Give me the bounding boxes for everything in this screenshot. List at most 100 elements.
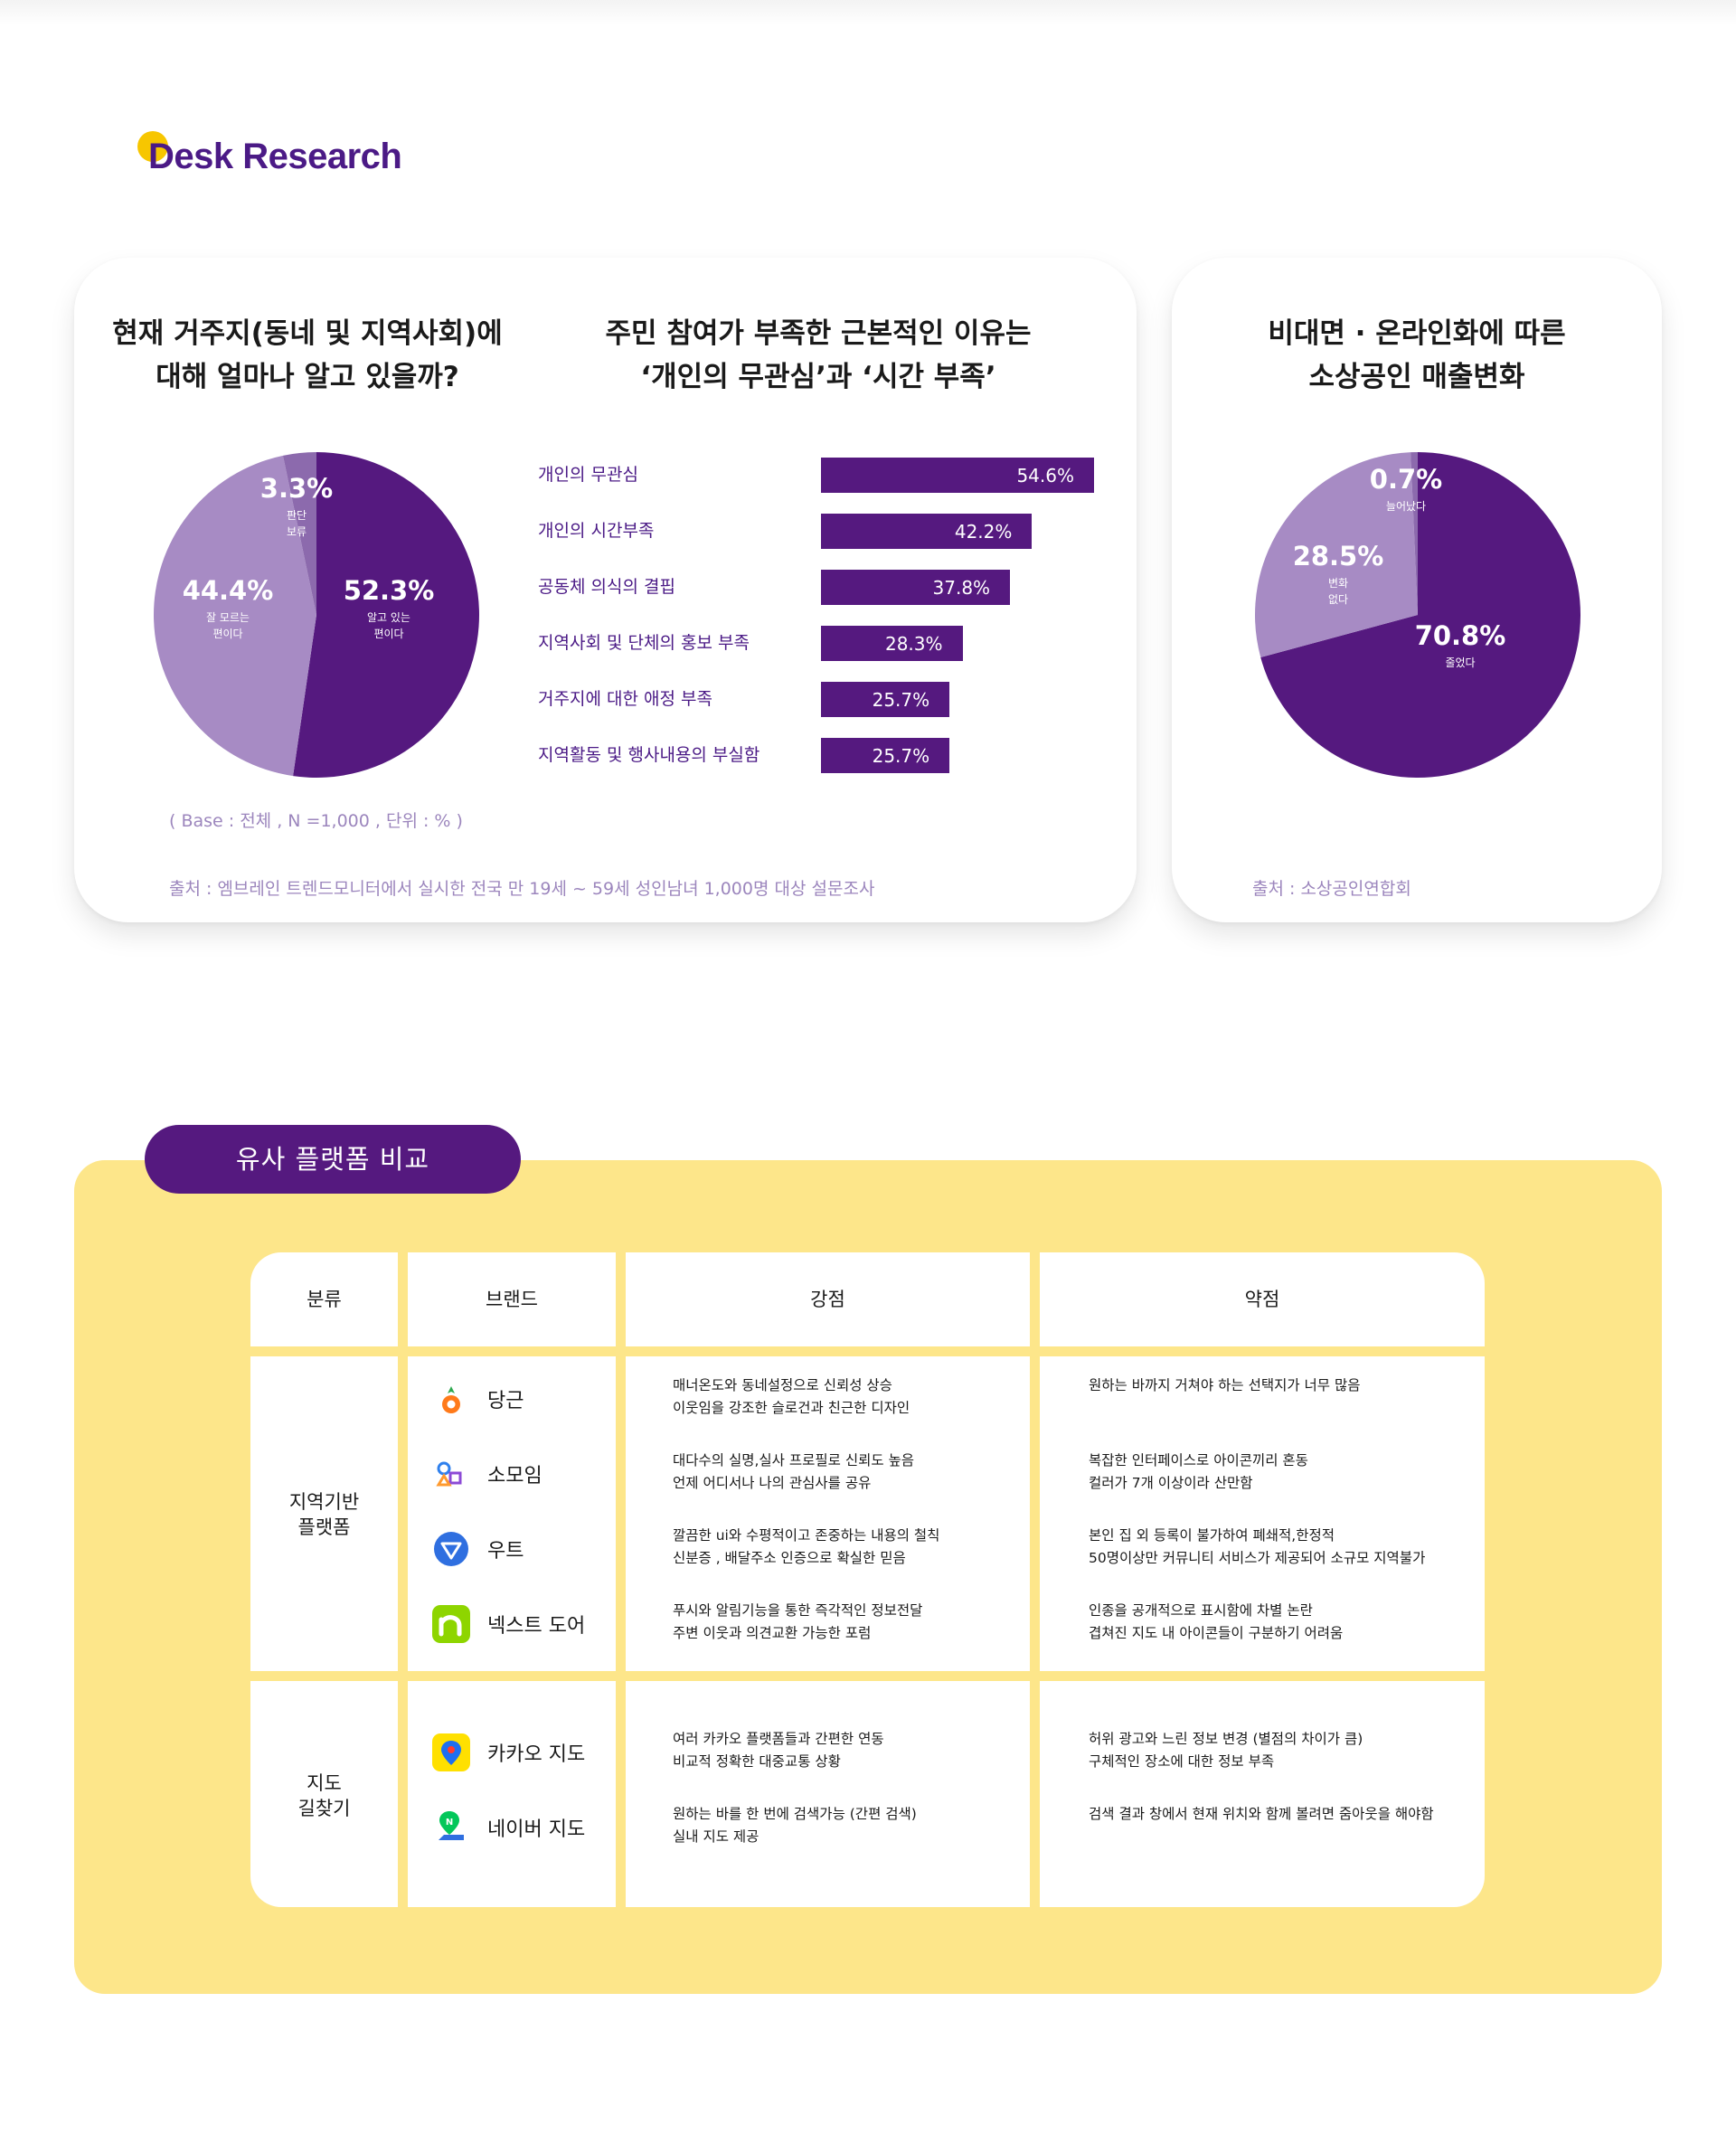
- bar-value-label: 37.8%: [932, 577, 991, 599]
- pie-value-label: 52.3%: [344, 575, 435, 606]
- pie-slice: [153, 455, 316, 777]
- logo-text: Desk Research: [148, 137, 402, 176]
- bar-category-label: 지역활동 및 행사내용의 부실함: [538, 745, 760, 765]
- pie-category-label: 잘 모르는: [206, 611, 250, 624]
- bar-category-label: 개인의 시간부족: [538, 521, 655, 541]
- pie-slice: [1410, 452, 1418, 615]
- pie-category-label: 알고 있는: [367, 611, 410, 624]
- weakness-line: 컬러가 7개 이상이라 산만함: [1089, 1475, 1253, 1491]
- kakao-map-icon: [432, 1733, 470, 1771]
- logo-dot: [137, 131, 168, 162]
- header-category: 분류: [307, 1289, 342, 1310]
- woot-icon: [434, 1532, 468, 1566]
- bar-value-label: 25.7%: [872, 689, 930, 711]
- strength-line: 깔끔한 ui와 수평적이고 존중하는 내용의 철칙: [673, 1527, 940, 1544]
- pie-slice: [282, 452, 316, 615]
- header-brand: 브랜드: [486, 1289, 538, 1310]
- bar-row: 개인의 무관심 54.6%: [538, 452, 1099, 508]
- strength-text: 푸시와 알림기능을 통한 즉각적인 정보전달 주변 이웃과 의견교환 가능한 포…: [673, 1600, 922, 1645]
- bar-chart-title: 주민 참여가 부족한 근본적인 이유는 ‘개인의 무관심’과 ‘시간 부족’: [556, 312, 1080, 399]
- strength-text: 매너온도와 동네설정으로 신뢰성 상승 이웃임을 강조한 슬로건과 친근한 디자…: [673, 1374, 910, 1420]
- strength-text: 대다수의 실명,실사 프로필로 신뢰도 높음 언제 어디서나 나의 관심사를 공…: [673, 1450, 914, 1495]
- brand-name: 카카오 지도: [487, 1743, 586, 1766]
- category-line: 길찾기: [297, 1798, 351, 1819]
- pie-category-label: 줄었다: [1445, 656, 1475, 669]
- sales-title-line-2: 소상공인 매출변화: [1308, 361, 1525, 393]
- weakness-text: 허위 광고와 느린 정보 변경 (별점의 차이가 큼) 구체적인 장소에 대한 …: [1089, 1728, 1363, 1773]
- strength-line: 비교적 정확한 대중교통 상황: [673, 1753, 841, 1770]
- strength-line: 원하는 바를 한 번에 검색가능 (간편 검색): [673, 1806, 917, 1822]
- weakness-text: 본인 집 외 등록이 불가하여 폐쇄적,한정적 50명이상만 커뮤니티 서비스가…: [1089, 1525, 1425, 1570]
- pie-chart-title: 현재 거주지(동네 및 지역사회)에 대해 얼마나 알고 있을까?: [86, 312, 529, 399]
- weakness-line: 허위 광고와 느린 정보 변경 (별점의 차이가 큼): [1089, 1731, 1363, 1747]
- svg-text:N: N: [446, 1818, 453, 1828]
- reasons-bar-chart: 개인의 무관심 54.6% 개인의 시간부족 42.2% 공동체 의식의 결핍 37.8%…: [538, 452, 1099, 789]
- weakness-text: 복잡한 인터페이스로 아이콘끼리 혼동 컬러가 7개 이상이라 산만함: [1089, 1450, 1308, 1495]
- pie-category-label: 늘어났다: [1386, 500, 1426, 513]
- bar-category-label: 공동체 의식의 결핍: [538, 577, 675, 597]
- weakness-line: 복잡한 인터페이스로 아이콘끼리 혼동: [1089, 1452, 1308, 1469]
- strength-line: 이웃임을 강조한 슬로건과 친근한 디자인: [673, 1400, 910, 1416]
- bar: 37.8%: [821, 570, 1011, 605]
- bar-value-label: 42.2%: [954, 521, 1013, 543]
- strength-line: 실내 지도 제공: [673, 1828, 760, 1845]
- row-divider: [250, 1671, 1485, 1681]
- section-title-pill: 유사 플랫폼 비교: [145, 1125, 521, 1194]
- weakness-line: 검색 결과 창에서 현재 위치와 함께 볼려면 줌아웃을 해야함: [1089, 1806, 1434, 1822]
- survey-source: 출처 : 엠브레인 트렌드모니터에서 실시한 전국 만 19세 ~ 59세 성인…: [169, 879, 875, 899]
- brand-name: 넥스트 도어: [487, 1615, 586, 1638]
- pie-category-label: 보류: [287, 525, 307, 538]
- strength-text: 깔끔한 ui와 수평적이고 존중하는 내용의 철칙 신분증 , 배달주소 인증으…: [673, 1525, 939, 1570]
- bar: 28.3%: [821, 626, 963, 661]
- bar-category-label: 개인의 무관심: [538, 465, 638, 485]
- bar-category-label: 지역사회 및 단체의 홍보 부족: [538, 633, 750, 653]
- strength-line: 대다수의 실명,실사 프로필로 신뢰도 높음: [673, 1452, 915, 1469]
- pie-category-label: 편이다: [373, 628, 403, 640]
- strength-line: 매너온도와 동네설정으로 신뢰성 상승: [673, 1377, 892, 1393]
- bar-row: 지역활동 및 행사내용의 부실함 25.7%: [538, 732, 1099, 789]
- nextdoor-icon: [432, 1605, 470, 1643]
- weakness-line: 50명이상만 커뮤니티 서비스가 제공되어 소규모 지역불가: [1089, 1550, 1426, 1566]
- pie-title-line-2: 대해 얼마나 알고 있을까?: [156, 361, 459, 393]
- brand-name: 소모임: [487, 1465, 542, 1488]
- category-line: 지역기반: [288, 1491, 360, 1513]
- bar-row: 개인의 시간부족 42.2%: [538, 508, 1099, 564]
- pie-value-label: 3.3%: [260, 473, 333, 504]
- bar-value-label: 54.6%: [1016, 465, 1074, 486]
- weakness-line: 인종을 공개적으로 표시함에 차별 논란: [1089, 1602, 1313, 1619]
- naver-map-icon: N: [439, 1811, 464, 1840]
- strength-line: 여러 카카오 플랫폼들과 간편한 연동: [673, 1731, 884, 1747]
- pie-value-label: 70.8%: [1415, 620, 1506, 651]
- bar: 54.6%: [821, 458, 1094, 493]
- pie-category-label: 편이다: [212, 628, 242, 640]
- weakness-text: 원하는 바까지 거쳐야 하는 선택지가 너무 많음: [1089, 1374, 1361, 1397]
- pie-value-label: 0.7%: [1370, 464, 1442, 495]
- carrot-icon: [442, 1386, 460, 1413]
- strength-line: 푸시와 알림기능을 통한 즉각적인 정보전달: [673, 1602, 923, 1619]
- weakness-line: 구체적인 장소에 대한 정보 부족: [1089, 1753, 1275, 1770]
- weakness-text: 검색 결과 창에서 현재 위치와 함께 볼려면 줌아웃을 해야함: [1089, 1803, 1434, 1826]
- category-map: 지도 길찾기: [250, 1771, 398, 1821]
- pie-category-label: 변화: [1328, 577, 1348, 590]
- col-divider: [1030, 1252, 1040, 1907]
- bar: 25.7%: [821, 682, 950, 717]
- col-divider: [398, 1252, 408, 1907]
- weakness-text: 인종을 공개적으로 표시함에 차별 논란 겹쳐진 지도 내 아이콘들이 구분하기…: [1089, 1600, 1343, 1645]
- strength-text: 원하는 바를 한 번에 검색가능 (간편 검색) 실내 지도 제공: [673, 1803, 917, 1848]
- header-strengths: 강점: [810, 1289, 845, 1310]
- pie-category-label: 판단: [287, 509, 307, 522]
- col-divider: [616, 1252, 626, 1907]
- weakness-line: 겹쳐진 지도 내 아이콘들이 구분하기 어려움: [1089, 1625, 1344, 1641]
- bar-row: 공동체 의식의 결핍 37.8%: [538, 564, 1099, 620]
- pie-slice: [1260, 452, 1580, 778]
- header-weaknesses: 약점: [1244, 1289, 1280, 1310]
- sales-source: 출처 : 소상공인연합회: [1252, 879, 1411, 899]
- pie-value-label: 28.5%: [1293, 541, 1384, 571]
- bar-category-label: 거주지에 대한 애정 부족: [538, 689, 712, 709]
- base-note: ( Base : 전체 , N =1,000 , 단위 : % ): [169, 811, 463, 831]
- pie-title-line-1: 현재 거주지(동네 및 지역사회)에: [112, 317, 503, 350]
- strength-line: 언제 어디서나 나의 관심사를 공유: [673, 1475, 872, 1491]
- comparison-table: 분류 브랜드 강점 약점 지역기반 플랫폼 지도 길찾기 당근 매너온도와 동네…: [250, 1252, 1485, 1907]
- somoim-icon: [436, 1461, 462, 1487]
- bar: 42.2%: [821, 514, 1033, 549]
